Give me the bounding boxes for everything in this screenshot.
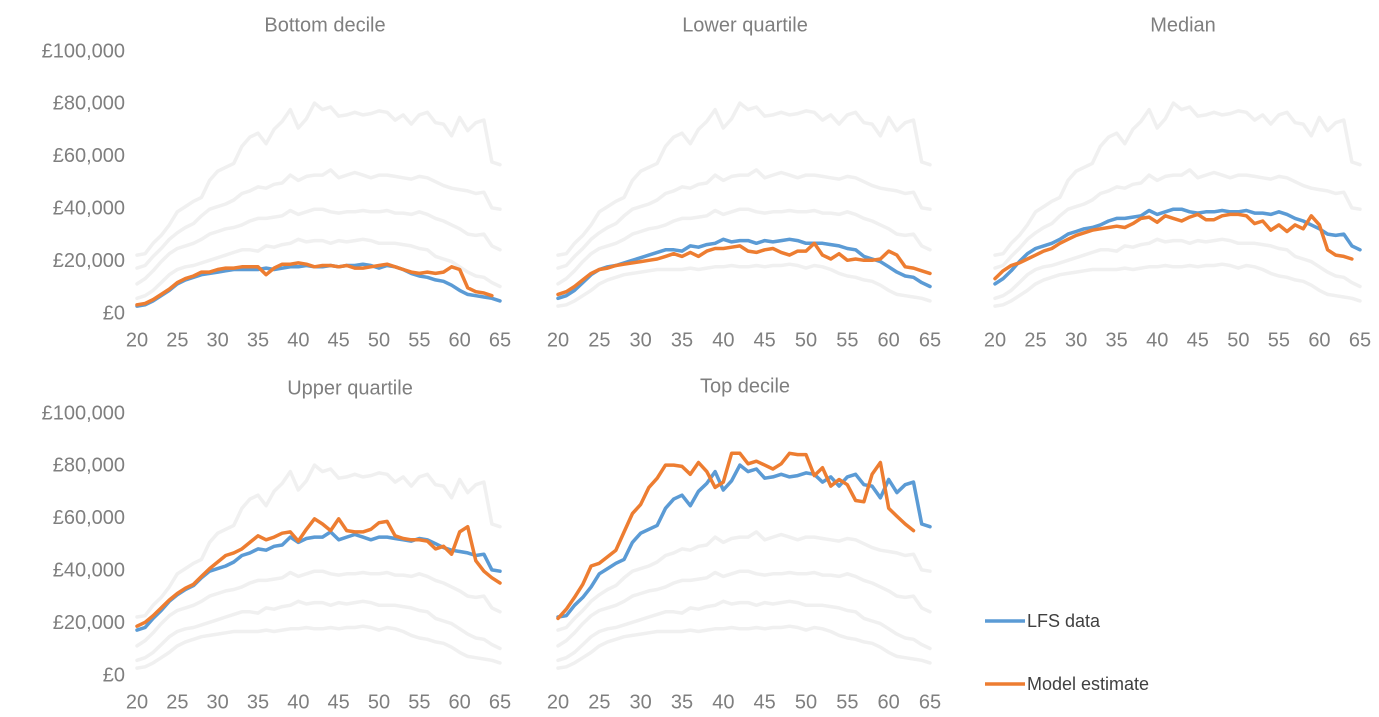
reference-line — [135, 207, 502, 286]
y-tick-label: £0 — [103, 664, 125, 686]
x-tick-label: 65 — [489, 691, 511, 713]
x-tick-label: 60 — [449, 329, 471, 351]
reference-line — [135, 599, 502, 663]
x-tick-label: 50 — [795, 691, 817, 713]
x-tick-label: 30 — [630, 329, 652, 351]
x-tick-label: 30 — [207, 329, 229, 351]
x-tick-label: 45 — [754, 329, 776, 351]
chart-title: Bottom decile — [264, 14, 385, 36]
x-tick-label: 35 — [247, 329, 269, 351]
x-tick-label: 25 — [166, 329, 188, 351]
chart-title: Upper quartile — [287, 377, 413, 399]
reference-line — [556, 262, 932, 308]
reference-line — [135, 168, 502, 270]
x-tick-label: 55 — [1268, 329, 1290, 351]
series-line — [135, 261, 494, 307]
series-line — [556, 451, 916, 621]
x-tick-label: 20 — [126, 691, 148, 713]
x-tick-label: 45 — [1187, 329, 1209, 351]
y-tick-label: £100,000 — [42, 402, 125, 424]
x-tick-label: 55 — [408, 691, 430, 713]
x-tick-label: 30 — [207, 691, 229, 713]
legend-label: LFS data — [1027, 611, 1101, 631]
x-tick-label: 20 — [126, 329, 148, 351]
y-tick-label: £0 — [103, 302, 125, 324]
reference-line — [993, 168, 1362, 270]
x-tick-label: 25 — [588, 329, 610, 351]
x-tick-label: 45 — [328, 329, 350, 351]
x-tick-label: 40 — [712, 691, 734, 713]
y-tick-label: £100,000 — [42, 40, 125, 62]
y-tick-label: £60,000 — [53, 145, 125, 167]
x-tick-label: 35 — [1106, 329, 1128, 351]
x-tick-label: 20 — [984, 329, 1006, 351]
x-tick-label: 50 — [368, 691, 390, 713]
x-tick-label: 45 — [328, 691, 350, 713]
legend-label: Model estimate — [1027, 674, 1149, 694]
x-tick-label: 55 — [836, 691, 858, 713]
reference-line — [556, 207, 932, 286]
x-tick-label: 50 — [368, 329, 390, 351]
chart-title: Top decile — [700, 375, 790, 397]
chart-title: Median — [1150, 14, 1216, 36]
x-tick-label: 35 — [247, 691, 269, 713]
reference-line — [135, 624, 502, 670]
x-tick-label: 40 — [287, 691, 309, 713]
x-tick-label: 25 — [1024, 329, 1046, 351]
series-line — [556, 463, 932, 619]
x-tick-label: 45 — [754, 691, 776, 713]
reference-line — [556, 569, 932, 648]
series-line — [556, 241, 932, 297]
x-tick-label: 30 — [1065, 329, 1087, 351]
reference-line — [556, 599, 932, 663]
x-tick-label: 60 — [1308, 329, 1330, 351]
y-tick-label: £60,000 — [53, 507, 125, 529]
reference-line — [993, 262, 1362, 308]
x-tick-label: 25 — [166, 691, 188, 713]
x-tick-label: 50 — [795, 329, 817, 351]
x-tick-label: 55 — [836, 329, 858, 351]
x-tick-label: 20 — [547, 691, 569, 713]
series-line — [993, 212, 1354, 281]
reference-line — [993, 237, 1362, 301]
y-tick-label: £40,000 — [53, 197, 125, 219]
series-line — [993, 207, 1362, 286]
x-tick-label: 25 — [588, 691, 610, 713]
x-tick-label: 65 — [919, 691, 941, 713]
x-tick-label: 30 — [630, 691, 652, 713]
x-tick-label: 40 — [1146, 329, 1168, 351]
x-tick-label: 60 — [878, 691, 900, 713]
x-tick-label: 40 — [712, 329, 734, 351]
x-tick-label: 65 — [919, 329, 941, 351]
x-tick-label: 20 — [547, 329, 569, 351]
x-tick-label: 65 — [489, 329, 511, 351]
reference-line — [556, 624, 932, 670]
reference-line — [135, 463, 502, 619]
chart-title: Lower quartile — [682, 14, 808, 36]
reference-line — [135, 237, 502, 301]
x-tick-label: 55 — [408, 329, 430, 351]
reference-line — [556, 101, 932, 257]
reference-line — [993, 101, 1362, 257]
y-tick-label: £20,000 — [53, 250, 125, 272]
x-tick-label: 60 — [449, 691, 471, 713]
y-tick-label: £20,000 — [53, 612, 125, 634]
reference-line — [556, 530, 932, 632]
series-line — [135, 517, 502, 628]
reference-line — [135, 569, 502, 648]
y-tick-label: £80,000 — [53, 455, 125, 477]
x-tick-label: 65 — [1349, 329, 1371, 351]
x-tick-label: 60 — [878, 329, 900, 351]
x-tick-label: 35 — [671, 691, 693, 713]
x-tick-label: 40 — [287, 329, 309, 351]
y-tick-label: £80,000 — [53, 93, 125, 115]
reference-line — [556, 168, 932, 270]
x-tick-label: 35 — [671, 329, 693, 351]
y-tick-label: £40,000 — [53, 559, 125, 581]
reference-line — [135, 101, 502, 257]
x-tick-label: 50 — [1227, 329, 1249, 351]
